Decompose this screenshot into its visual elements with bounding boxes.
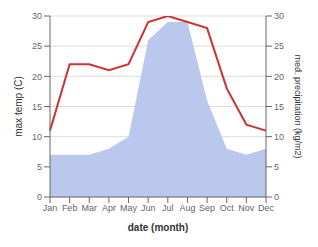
svg-text:0: 0 — [274, 192, 279, 202]
svg-text:0: 0 — [37, 192, 42, 202]
svg-text:Mar: Mar — [82, 203, 98, 213]
svg-text:5: 5 — [37, 162, 42, 172]
svg-text:15: 15 — [274, 102, 284, 112]
svg-text:Jan: Jan — [43, 203, 58, 213]
svg-text:max temp (C): max temp (C) — [13, 76, 24, 137]
svg-text:Apr: Apr — [102, 203, 116, 213]
svg-text:Sep: Sep — [199, 203, 215, 213]
svg-text:5: 5 — [274, 162, 279, 172]
svg-text:20: 20 — [274, 72, 284, 82]
svg-text:25: 25 — [274, 41, 284, 51]
svg-text:25: 25 — [32, 41, 42, 51]
svg-text:15: 15 — [32, 102, 42, 112]
svg-text:Oct: Oct — [220, 203, 235, 213]
svg-text:Dec: Dec — [258, 203, 275, 213]
svg-text:30: 30 — [32, 11, 42, 21]
svg-text:May: May — [120, 203, 138, 213]
svg-text:Jul: Jul — [162, 203, 174, 213]
svg-text:20: 20 — [32, 72, 42, 82]
svg-text:30: 30 — [274, 11, 284, 21]
svg-text:Aug: Aug — [179, 203, 195, 213]
svg-text:Jun: Jun — [141, 203, 156, 213]
svg-text:10: 10 — [32, 132, 42, 142]
svg-text:date (month): date (month) — [128, 222, 189, 233]
svg-text:med. precipitation (kg/m2): med. precipitation (kg/m2) — [293, 54, 303, 158]
svg-text:Nov: Nov — [238, 203, 255, 213]
svg-text:Feb: Feb — [62, 203, 78, 213]
svg-text:10: 10 — [274, 132, 284, 142]
